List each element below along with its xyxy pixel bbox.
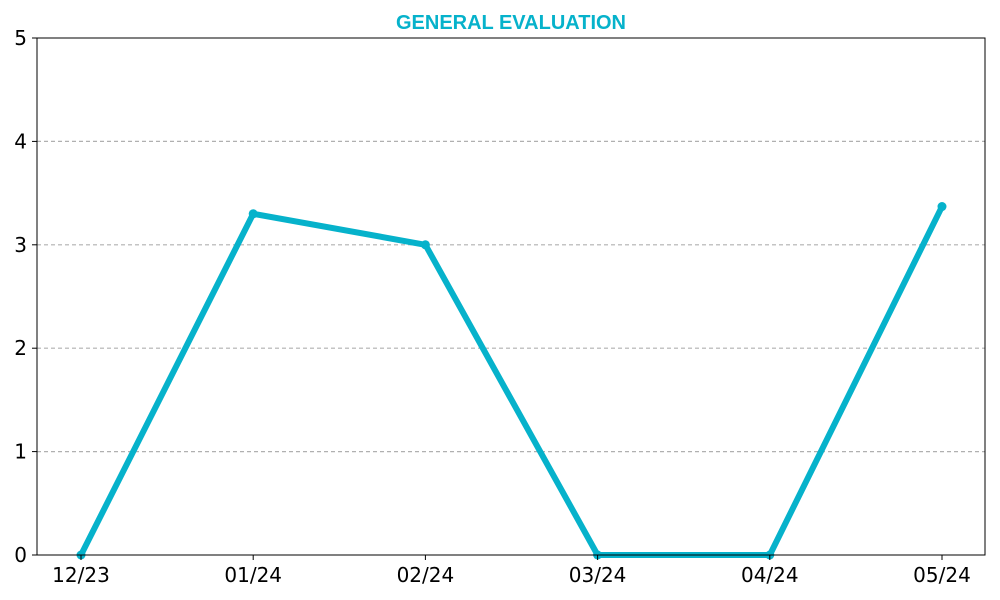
x-axis-ticks: 12/23 01/24 02/24 03/24 04/24 05/24 [52, 555, 971, 587]
y-axis-ticks: 0 1 2 3 4 5 [14, 26, 37, 567]
chart-title: GENERAL EVALUATION [396, 12, 626, 34]
y-tick-label: 5 [14, 26, 27, 50]
axes [36, 37, 986, 556]
series-line [78, 203, 945, 558]
x-tick-label: 05/24 [913, 563, 971, 587]
x-tick-label: 01/24 [224, 563, 282, 587]
series-layer [76, 202, 947, 560]
x-tick-label: 02/24 [397, 563, 455, 587]
y-tick-label: 1 [14, 440, 27, 464]
x-tick-label: 12/23 [52, 563, 110, 587]
y-tick-label: 0 [14, 543, 27, 567]
y-tick-label: 2 [14, 336, 27, 360]
data-point [420, 240, 430, 250]
data-point [248, 209, 258, 219]
x-tick-label: 03/24 [569, 563, 627, 587]
y-tick-label: 4 [14, 129, 27, 153]
data-point [937, 202, 947, 212]
x-tick-label: 04/24 [741, 563, 799, 587]
y-tick-label: 3 [14, 233, 27, 257]
plot-frame [36, 37, 986, 556]
